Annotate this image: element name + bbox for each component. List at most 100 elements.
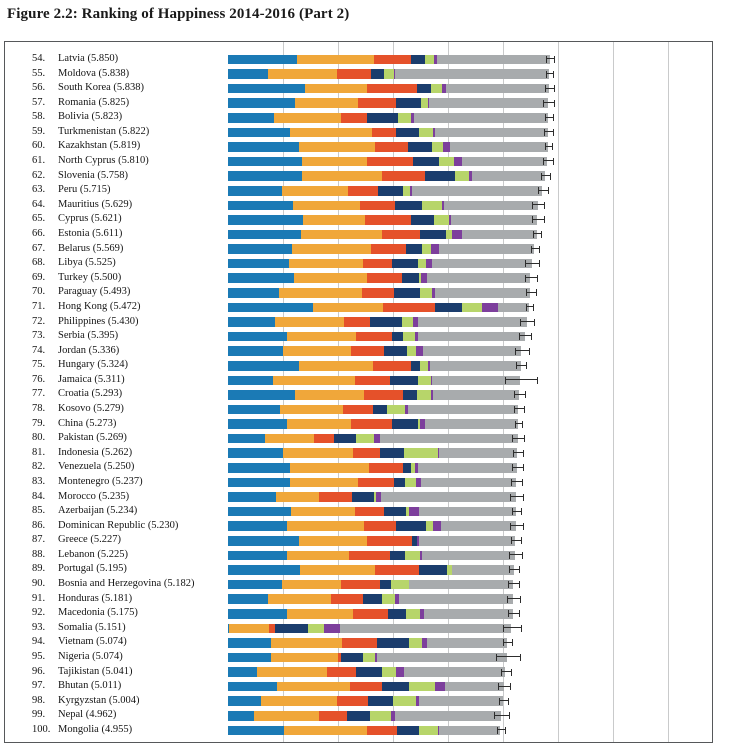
- stacked-bar: [228, 419, 518, 429]
- country-label: Kazakhstan (5.819): [58, 140, 140, 151]
- country-label: Bhutan (5.011): [58, 680, 121, 691]
- country-label: Macedonia (5.175): [58, 607, 138, 618]
- country-rank: 98.: [32, 695, 57, 706]
- bar-segment-4: [394, 288, 420, 298]
- stacked-bar: [228, 113, 548, 123]
- bar-segment-1: [228, 594, 268, 604]
- bar-segment-3: [371, 244, 406, 254]
- country-label: Nepal (4.962): [58, 709, 116, 720]
- bar-segment-1: [228, 492, 276, 502]
- bar-segment-3: [353, 609, 388, 619]
- bar-segment-1: [228, 186, 282, 196]
- chart-row: 74.Jordan (5.336): [5, 344, 712, 359]
- error-bar: [497, 727, 506, 734]
- bar-segment-4: [390, 551, 406, 561]
- chart-row: 78.Kosovo (5.279): [5, 402, 712, 417]
- bar-segment-3: [367, 273, 402, 283]
- country-rank: 80.: [32, 432, 57, 443]
- country-rank: 90.: [32, 578, 57, 589]
- bar-segment-4: [411, 361, 421, 371]
- chart-row: 58.Bolivia (5.823): [5, 111, 712, 126]
- stacked-bar: [228, 624, 511, 634]
- country-label: Honduras (5.181): [58, 593, 132, 604]
- bar-segment-3: [364, 521, 396, 531]
- bar-segment-3: [369, 463, 403, 473]
- country-rank: 71.: [32, 301, 57, 312]
- chart-row: 86.Dominican Republic (5.230): [5, 519, 712, 534]
- country-label: Estonia (5.611): [58, 228, 122, 239]
- country-label: Tajikistan (5.041): [58, 666, 133, 677]
- bar-segment-7: [424, 609, 513, 619]
- bar-segment-7: [451, 215, 537, 225]
- bar-segment-2: [299, 142, 375, 152]
- chart-row: 72.Philippines (5.430): [5, 315, 712, 330]
- stacked-bar: [228, 580, 513, 590]
- bar-segment-5: [421, 98, 428, 108]
- stacked-bar: [228, 201, 538, 211]
- bar-segment-5: [405, 478, 416, 488]
- bar-segment-2: [295, 390, 364, 400]
- chart-row: 61.North Cyprus (5.810): [5, 154, 712, 169]
- bar-segment-2: [301, 230, 382, 240]
- bar-segment-3: [331, 594, 363, 604]
- country-label: Slovenia (5.758): [58, 170, 128, 181]
- bar-segment-7: [340, 624, 511, 634]
- bar-segment-5: [418, 259, 426, 269]
- bar-segment-4: [402, 273, 419, 283]
- bar-segment-6: [452, 230, 462, 240]
- bar-segment-4: [435, 303, 462, 313]
- country-label: Jamaica (5.311): [58, 374, 125, 385]
- error-bar: [514, 406, 525, 413]
- bar-segment-4: [380, 448, 404, 458]
- stacked-bar: [228, 69, 549, 79]
- stacked-bar: [228, 244, 534, 254]
- chart-row: 56.South Korea (5.838): [5, 81, 712, 96]
- country-rank: 76.: [32, 374, 57, 385]
- bar-segment-5: [406, 609, 420, 619]
- country-label: Cyprus (5.621): [58, 213, 122, 224]
- bar-segment-5: [308, 624, 324, 634]
- error-bar: [498, 683, 511, 690]
- bar-segment-2: [254, 711, 319, 721]
- bar-segment-1: [228, 536, 299, 546]
- chart-row: 89.Portugal (5.195): [5, 563, 712, 578]
- chart-row: 69.Turkey (5.500): [5, 271, 712, 286]
- stacked-bar: [228, 521, 516, 531]
- bar-segment-4: [395, 201, 422, 211]
- bar-segment-3: [319, 492, 352, 502]
- bar-segment-7: [462, 157, 547, 167]
- bar-segment-5: [409, 638, 422, 648]
- error-bar: [512, 464, 524, 471]
- bar-segment-2: [300, 565, 375, 575]
- chart-row: 90.Bosnia and Herzegovina (5.182): [5, 577, 712, 592]
- bar-segment-7: [439, 244, 534, 254]
- country-rank: 73.: [32, 330, 57, 341]
- bar-segment-2: [277, 682, 351, 692]
- stacked-bar: [228, 215, 537, 225]
- country-label: Hungary (5.324): [58, 359, 128, 370]
- country-rank: 96.: [32, 666, 57, 677]
- bar-segment-7: [419, 696, 504, 706]
- bar-segment-6: [416, 346, 423, 356]
- error-bar: [545, 143, 554, 150]
- bar-segment-3: [351, 419, 392, 429]
- bar-segment-4: [396, 98, 421, 108]
- bar-segment-5: [402, 317, 413, 327]
- bar-segment-1: [228, 565, 300, 575]
- bar-segment-1: [228, 609, 287, 619]
- error-bar: [503, 625, 523, 632]
- bar-segment-2: [292, 244, 371, 254]
- bar-segment-1: [228, 113, 274, 123]
- bar-segment-4: [396, 128, 419, 138]
- stacked-bar: [228, 594, 513, 604]
- stacked-bar: [228, 565, 514, 575]
- country-label: Libya (5.525): [58, 257, 116, 268]
- bar-segment-1: [228, 478, 290, 488]
- country-rank: 63.: [32, 184, 57, 195]
- bar-segment-3: [356, 332, 392, 342]
- bar-segment-5: [419, 128, 433, 138]
- stacked-bar: [228, 667, 505, 677]
- chart-row: 96.Tajikistan (5.041): [5, 665, 712, 680]
- stacked-bar: [228, 303, 529, 313]
- country-rank: 79.: [32, 418, 57, 429]
